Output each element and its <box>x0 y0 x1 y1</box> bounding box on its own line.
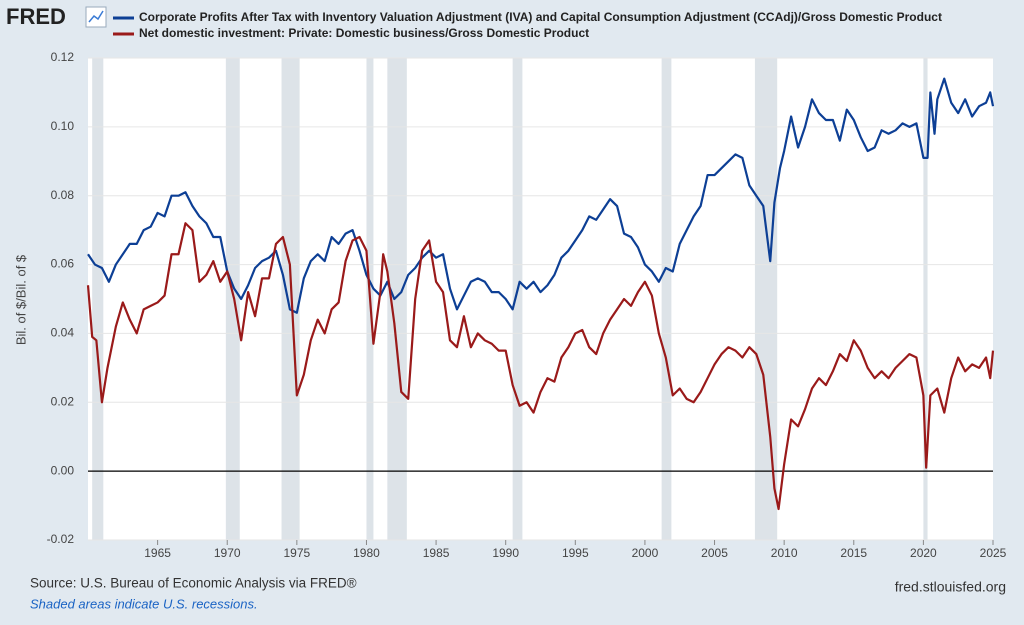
logo: FRED <box>6 4 66 29</box>
site: fred.stlouisfed.org <box>895 579 1006 595</box>
y-tick-label: 0.06 <box>51 257 75 271</box>
x-tick-label: 1995 <box>562 546 589 560</box>
series-line <box>87 77 995 314</box>
recession-band <box>754 58 778 540</box>
x-tick-label: 2010 <box>771 546 798 560</box>
x-tick-label: 2025 <box>980 546 1007 560</box>
legend-label: Net domestic investment: Private: Domest… <box>139 26 589 40</box>
note: Shaded areas indicate U.S. recessions. <box>30 596 258 611</box>
x-tick-label: 1965 <box>144 546 171 560</box>
x-tick-label: 1980 <box>353 546 380 560</box>
x-tick-label: 2015 <box>840 546 867 560</box>
y-tick-label: -0.02 <box>47 532 75 546</box>
recession-band <box>387 58 407 540</box>
legend-label: Corporate Profits After Tax with Invento… <box>139 10 942 24</box>
y-tick-label: 0.00 <box>51 463 75 477</box>
x-tick-label: 2020 <box>910 546 937 560</box>
x-tick-label: 2005 <box>701 546 728 560</box>
y-axis-label: Bil. of $/Bil. of $ <box>13 254 28 345</box>
y-tick-label: 0.10 <box>51 119 75 133</box>
y-tick-label: 0.08 <box>51 188 75 202</box>
recession-band <box>923 58 928 540</box>
x-tick-label: 1975 <box>283 546 310 560</box>
recession-band <box>281 58 300 540</box>
x-tick-label: 1990 <box>492 546 519 560</box>
x-tick-label: 1970 <box>214 546 241 560</box>
logo-icon <box>85 6 107 28</box>
x-tick-label: 2000 <box>632 546 659 560</box>
recession-band <box>92 58 104 540</box>
recession-band <box>225 58 240 540</box>
source: Source: U.S. Bureau of Economic Analysis… <box>30 576 357 591</box>
y-tick-label: 0.12 <box>51 50 75 64</box>
x-tick-label: 1985 <box>423 546 450 560</box>
series-line <box>86 222 995 511</box>
recession-band <box>512 58 523 540</box>
recession-band <box>661 58 672 540</box>
y-tick-label: 0.04 <box>51 326 75 340</box>
y-tick-label: 0.02 <box>51 394 75 408</box>
